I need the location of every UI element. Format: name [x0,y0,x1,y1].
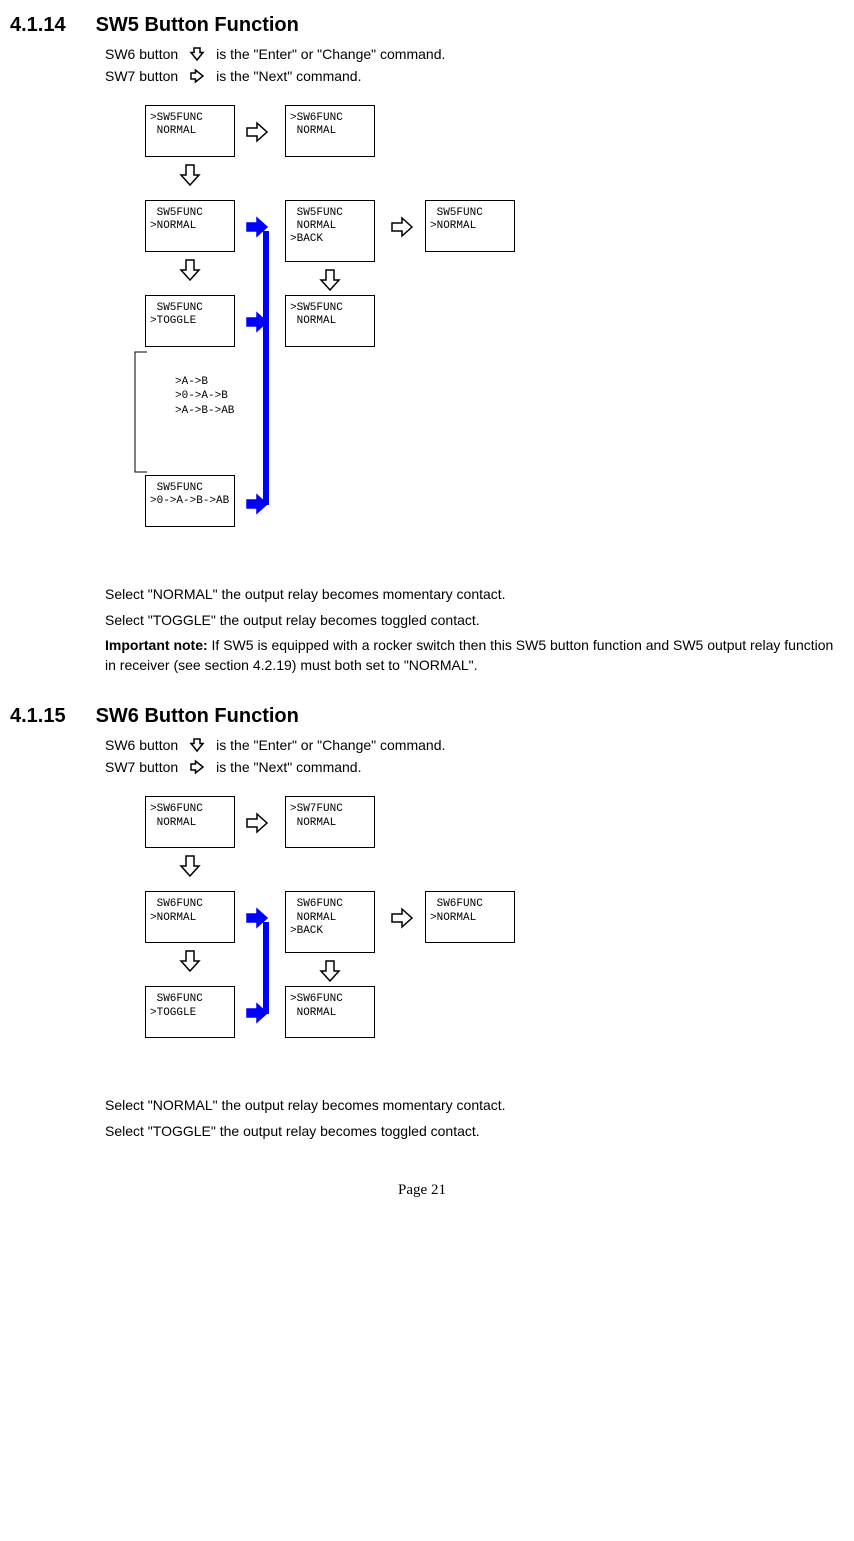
arrow-right-icon [245,310,269,334]
flowchart-node: SW6FUNC >NORMAL [425,891,515,943]
arrow-down-icon [318,959,342,983]
arrow-down-icon [318,268,342,292]
para-toggle: Select "TOGGLE" the output relay becomes… [105,611,834,631]
arrow-right-icon [245,215,269,239]
flowchart-node: SW5FUNC NORMAL >BACK [285,200,375,262]
sw7-desc: is the "Next" command. [216,759,361,775]
sw6-description: SW6 button is the "Enter" or "Change" co… [105,736,834,754]
flowchart-node: SW5FUNC >TOGGLE [145,295,235,347]
arrow-right-icon [245,120,269,144]
flowchart-node: SW6FUNC NORMAL >BACK [285,891,375,953]
arrow-right-icon [245,1001,269,1025]
para-toggle: Select "TOGGLE" the output relay becomes… [105,1122,834,1142]
section-title-text: SW5 Button Function [96,14,299,36]
arrow-down-icon [178,949,202,973]
flowchart-node: SW6FUNC >TOGGLE [145,986,235,1038]
sw6-flowchart: >SW6FUNC NORMAL >SW7FUNC NORMAL SW6FUNC >… [105,796,834,1076]
enter-arrow-icon [188,736,206,754]
flowchart-node: SW5FUNC >0->A->B->AB [145,475,235,527]
flowchart-node: >SW5FUNC NORMAL [285,295,375,347]
arrow-down-icon [178,163,202,187]
flowchart-node: >SW6FUNC NORMAL [145,796,235,848]
flowchart-options: >A->B >0->A->B >A->B->AB [175,375,234,418]
flowchart-node: >SW7FUNC NORMAL [285,796,375,848]
sw7-description: SW7 button is the "Next" command. [105,758,834,776]
flowchart-node: >SW6FUNC NORMAL [285,105,375,157]
flowchart-node: >SW5FUNC NORMAL [145,105,235,157]
arrow-right-icon [390,215,414,239]
section-number: 4.1.14 [10,14,90,37]
sw5-flowchart: >SW5FUNC NORMAL >SW6FUNC NORMAL SW5FUNC >… [105,105,834,565]
arrow-right-icon [245,811,269,835]
flowchart-node: >SW6FUNC NORMAL [285,986,375,1038]
next-arrow-icon [188,758,206,776]
next-arrow-icon [188,67,206,85]
flowchart-node: SW5FUNC >NORMAL [145,200,235,252]
sw7-desc: is the "Next" command. [216,68,361,84]
sw6-label: SW6 button [105,46,178,62]
sw6-desc: is the "Enter" or "Change" command. [216,46,445,62]
arrow-right-icon [245,492,269,516]
note-text: If SW5 is equipped with a rocker switch … [105,637,833,673]
para-normal: Select "NORMAL" the output relay becomes… [105,585,834,605]
flowchart-node: SW6FUNC >NORMAL [145,891,235,943]
sw6-desc: is the "Enter" or "Change" command. [216,737,445,753]
sw6-label: SW6 button [105,737,178,753]
sw7-description: SW7 button is the "Next" command. [105,67,834,85]
section-title-text: SW6 Button Function [96,705,299,727]
flowchart-node: SW5FUNC >NORMAL [425,200,515,252]
enter-arrow-icon [188,45,206,63]
important-note: Important note: If SW5 is equipped with … [105,636,834,675]
arrow-down-icon [178,258,202,282]
arrow-right-icon [390,906,414,930]
sw7-label: SW7 button [105,68,178,84]
sw6-description: SW6 button is the "Enter" or "Change" co… [105,45,834,63]
arrow-down-icon [178,854,202,878]
section-number: 4.1.15 [10,705,90,728]
para-normal: Select "NORMAL" the output relay becomes… [105,1096,834,1116]
arrow-right-icon [245,906,269,930]
sw7-label: SW7 button [105,759,178,775]
section-heading: 4.1.14 SW5 Button Function [10,14,834,37]
note-label: Important note: [105,637,208,653]
section-heading: 4.1.15 SW6 Button Function [10,705,834,728]
page-footer: Page 21 [10,1182,834,1199]
